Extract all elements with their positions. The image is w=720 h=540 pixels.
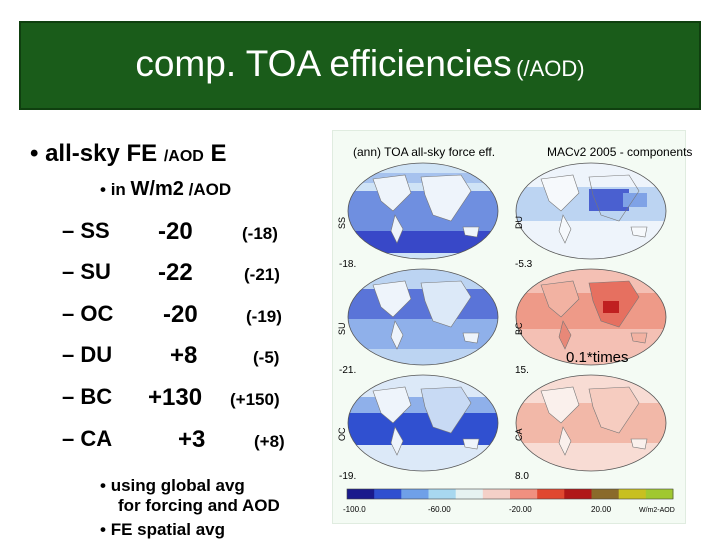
map-label-ca: CA	[514, 428, 524, 441]
bullet-marker: •	[30, 140, 39, 167]
bullet2-unit: W/m2	[130, 178, 184, 200]
bullet1-mid: /AOD	[163, 148, 204, 165]
colorbar-swatch	[455, 489, 484, 499]
note-spatial-avg: • FE spatial avg	[100, 520, 225, 540]
title-bar: comp. TOA efficiencies (/AOD)	[19, 21, 701, 110]
bullet1-suffix: E	[210, 140, 227, 167]
row-value: +130	[148, 384, 203, 411]
colorbar-swatch	[482, 489, 511, 499]
bullet-units: • in W/m2 /AOD	[100, 178, 231, 201]
row-value: +8	[170, 342, 198, 369]
map-label-bc: BC	[514, 322, 524, 335]
row-value: -20	[158, 218, 193, 245]
map-ss	[347, 162, 499, 260]
row-label: – BC	[62, 384, 113, 409]
note-global-avg: • using global avg for forcing and AOD	[100, 476, 280, 516]
colorbar-swatch	[374, 489, 402, 499]
row-ca: – CA +3 (+8)	[0, 426, 330, 456]
colorbar-swatch	[428, 489, 457, 499]
slide-title: comp. TOA efficiencies (/AOD)	[19, 43, 701, 85]
colorbar-tick: 20.00	[591, 505, 612, 514]
map-value-oc: -19.	[339, 471, 356, 482]
row-paren: (-21)	[244, 265, 280, 284]
bullet2-prefix: in	[110, 180, 126, 199]
row-paren: (+150)	[230, 390, 280, 409]
colorbar-unit: W/m2-AOD	[639, 507, 675, 514]
bullet-all-sky: • all-sky FE /AOD E	[30, 140, 227, 168]
colorbar-swatch	[591, 489, 620, 499]
figure-title-left: (ann) TOA all-sky force eff.	[353, 145, 496, 159]
colorbar-swatch	[645, 489, 674, 499]
colorbar-swatch	[537, 489, 565, 499]
map-value-bc: 15.	[515, 365, 529, 376]
map-du	[515, 162, 667, 260]
map-su	[347, 268, 499, 366]
row-paren: (-18)	[242, 224, 278, 243]
map-label-du: DU	[514, 216, 524, 229]
colorbar-border	[346, 488, 674, 500]
row-ss: – SS -20 (-18)	[0, 218, 330, 248]
bullet-marker: •	[100, 180, 106, 199]
map-label-ss: SS	[337, 217, 347, 229]
bullet-marker: •	[100, 520, 106, 539]
row-paren: (-19)	[246, 307, 282, 326]
map-label-su: SU	[337, 322, 347, 335]
row-value: -20	[163, 301, 198, 328]
figure-title-right: MACv2 2005 - components	[547, 145, 693, 159]
row-paren: (-5)	[253, 348, 280, 367]
colorbar-tick: -20.00	[509, 505, 532, 514]
bullet1-prefix: all-sky FE	[45, 140, 158, 167]
row-label: – OC	[62, 301, 114, 326]
title-sub: (/AOD)	[516, 56, 585, 81]
row-label: – SS	[62, 218, 110, 243]
colorbar-tick: -60.00	[428, 505, 451, 514]
colorbar-tick: -100.0	[343, 505, 366, 514]
map-value-du: -5.3	[515, 259, 533, 270]
map-oc	[347, 374, 499, 472]
overlay-note: 0.1*times	[566, 349, 629, 366]
map-grid: SS -18. DU -5.3 SU -21. BC 15. OC -19. C…	[337, 162, 675, 514]
row-value: -22	[158, 259, 193, 286]
figure-panel: (ann) TOA all-sky force eff. MACv2 2005 …	[332, 130, 692, 524]
note-line1: FE spatial avg	[110, 520, 226, 539]
row-label: – DU	[62, 342, 113, 367]
row-paren: (+8)	[254, 432, 285, 451]
colorbar-swatch	[510, 489, 538, 499]
row-du: – DU +8 (-5)	[0, 342, 330, 372]
map-value-su: -21.	[339, 365, 356, 376]
colorbar-swatch	[347, 489, 375, 499]
row-label: – CA	[62, 426, 113, 451]
row-oc: – OC -20 (-19)	[0, 301, 330, 331]
row-value: +3	[178, 426, 206, 453]
map-value-ca: 8.0	[515, 471, 529, 482]
map-bc	[515, 268, 667, 366]
row-su: – SU -22 (-21)	[0, 259, 330, 289]
colorbar-swatch	[564, 489, 592, 499]
title-main: comp. TOA efficiencies	[135, 43, 512, 84]
map-value-ss: -18.	[339, 259, 356, 270]
map-label-oc: OC	[337, 427, 347, 441]
map-ca	[515, 374, 667, 472]
colorbar-swatch	[401, 489, 429, 499]
colorbar-swatch	[618, 489, 647, 499]
bullet2-suffix: /AOD	[188, 180, 232, 199]
bullet-marker: •	[100, 476, 106, 495]
colorbar	[346, 488, 674, 500]
row-label: – SU	[62, 259, 111, 284]
row-bc: – BC +130 (+150)	[0, 384, 330, 414]
note-line2: for forcing and AOD	[118, 496, 280, 515]
note-line1: using global avg	[110, 476, 245, 495]
